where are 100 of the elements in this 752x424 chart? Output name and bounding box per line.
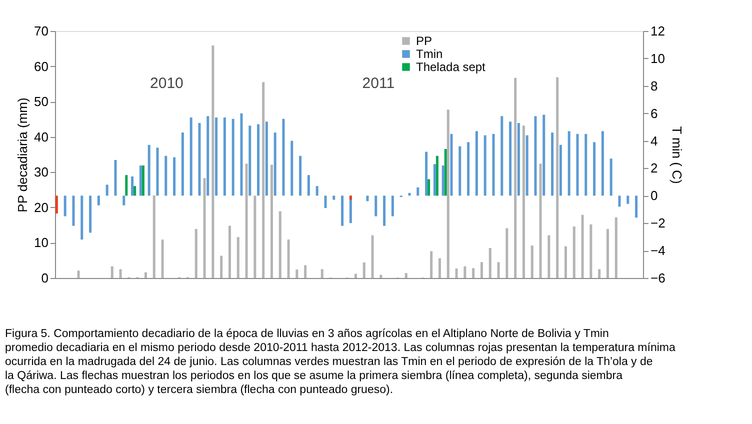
bar bbox=[55, 196, 58, 214]
bar bbox=[635, 196, 638, 218]
bar bbox=[433, 164, 436, 196]
bar bbox=[576, 134, 579, 196]
bar bbox=[131, 176, 134, 196]
bar bbox=[383, 196, 386, 226]
y2-tick-label: 10 bbox=[650, 50, 665, 66]
bar bbox=[446, 110, 450, 278]
bar bbox=[190, 117, 192, 196]
y-tick-label: 50 bbox=[34, 94, 48, 110]
y-tick-label: 70 bbox=[34, 24, 48, 38]
bar bbox=[299, 156, 302, 196]
bar bbox=[324, 196, 327, 208]
bar bbox=[500, 116, 504, 196]
bar bbox=[492, 134, 495, 196]
bar bbox=[254, 196, 256, 278]
bar bbox=[593, 142, 596, 196]
bar bbox=[584, 134, 588, 196]
bar bbox=[152, 195, 156, 278]
bar bbox=[475, 131, 478, 196]
bar bbox=[371, 235, 374, 278]
bar bbox=[548, 235, 550, 278]
text: Figura 5. Comportamiento decadiario de la época de lluvias en 3 años agrícolas en el Altiplano Norte de Bolivia y Tmin promedio decadiaria en el mismo periodo desde 2010-2011 hasta 2012-2013. Las columnas rojas presentan la temperatura mínima ocurrida en la madrugada del 24 de junio. Las columnas verdes muestran las Tmin en el periodo de expresión de la Th’ola y de la Qáriwa. Las flechas muestran los periodos en los que se asume la primera siembra (línea completa), segunda siembra (flecha con punteado corto) y tercera siembra (flecha con punteado grueso). bbox=[5, 328, 676, 396]
y2-tick-label: 6 bbox=[650, 106, 658, 121]
bar bbox=[134, 186, 136, 196]
bar bbox=[391, 196, 394, 216]
y-tick-label: 40 bbox=[34, 129, 48, 144]
bar bbox=[497, 262, 500, 278]
bar bbox=[362, 262, 366, 278]
bar bbox=[194, 228, 198, 278]
y-tick-label: 20 bbox=[34, 200, 48, 215]
bar bbox=[316, 186, 318, 196]
bar bbox=[480, 262, 483, 278]
bar bbox=[282, 118, 285, 196]
bar bbox=[228, 226, 231, 278]
bar bbox=[114, 160, 117, 196]
y-tick-label: 60 bbox=[34, 58, 48, 74]
legend-label: Tmin bbox=[416, 47, 443, 61]
bar bbox=[530, 246, 534, 278]
bar bbox=[106, 184, 108, 196]
bar bbox=[425, 152, 428, 196]
y2-tick-label: 0 bbox=[650, 188, 658, 204]
bar bbox=[203, 178, 206, 278]
bar bbox=[416, 187, 420, 196]
annotation: 2010 bbox=[150, 74, 184, 92]
y2-tick-label: −4 bbox=[650, 243, 666, 258]
bar bbox=[307, 175, 310, 196]
bar bbox=[564, 246, 567, 278]
bar bbox=[220, 256, 223, 278]
bar bbox=[436, 156, 438, 196]
bar bbox=[467, 142, 470, 196]
bar bbox=[408, 192, 411, 196]
y-tick-label: 30 bbox=[34, 164, 48, 180]
bar bbox=[428, 179, 430, 196]
bar bbox=[606, 228, 609, 278]
bar bbox=[455, 268, 458, 278]
bar bbox=[442, 165, 444, 196]
bar bbox=[156, 148, 159, 196]
bar bbox=[278, 211, 282, 278]
legend-label: PP bbox=[416, 34, 432, 48]
bar bbox=[257, 124, 260, 196]
bar bbox=[534, 116, 537, 196]
bar bbox=[472, 268, 475, 278]
bar bbox=[122, 196, 126, 206]
bar bbox=[290, 140, 294, 196]
bar bbox=[430, 251, 433, 278]
bar bbox=[374, 196, 378, 216]
y2-tick-label: −2 bbox=[650, 216, 666, 231]
bar bbox=[296, 270, 298, 278]
bar bbox=[274, 132, 276, 196]
bar bbox=[236, 237, 240, 278]
bar bbox=[590, 224, 592, 278]
bar bbox=[626, 196, 630, 204]
bar bbox=[89, 196, 92, 233]
bar bbox=[262, 82, 265, 278]
bar bbox=[245, 164, 248, 278]
bar bbox=[568, 131, 570, 196]
bar bbox=[64, 196, 66, 216]
bar bbox=[618, 196, 621, 207]
bar bbox=[349, 196, 352, 200]
y2-tick-label: 8 bbox=[650, 78, 658, 94]
bar bbox=[332, 196, 336, 200]
bar bbox=[484, 135, 486, 196]
bar bbox=[610, 158, 612, 196]
bar bbox=[139, 165, 142, 196]
bar bbox=[119, 269, 122, 278]
bar bbox=[464, 266, 466, 278]
bar bbox=[556, 77, 559, 278]
bar bbox=[164, 156, 168, 196]
bar bbox=[506, 228, 508, 278]
bar bbox=[181, 132, 184, 196]
bar bbox=[198, 122, 201, 196]
bar bbox=[304, 265, 307, 278]
bar bbox=[522, 126, 525, 278]
bar bbox=[614, 217, 618, 278]
bar bbox=[248, 126, 252, 196]
bar bbox=[110, 266, 114, 278]
y2-tick-label: 4 bbox=[650, 133, 658, 148]
bar bbox=[542, 114, 546, 196]
bar bbox=[148, 144, 150, 196]
